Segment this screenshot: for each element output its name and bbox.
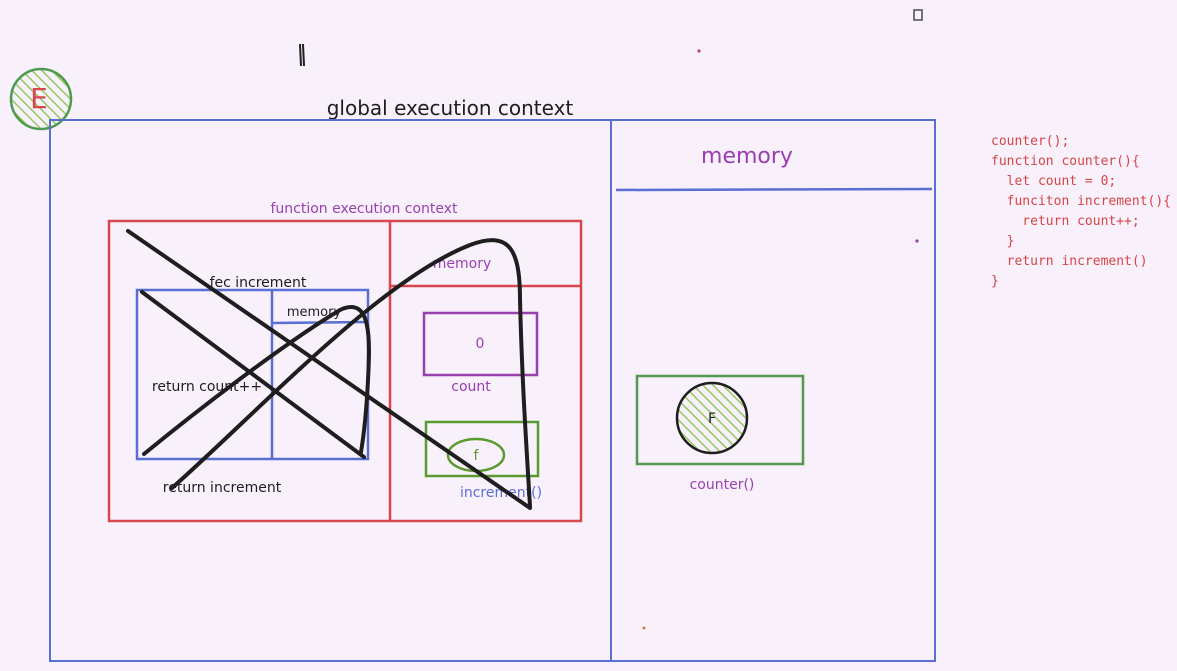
return-increment-text: return increment bbox=[163, 480, 282, 496]
counter-function-value: F bbox=[708, 411, 716, 427]
count-value: 0 bbox=[476, 336, 485, 352]
global-memory-title: memory bbox=[701, 144, 793, 169]
counter-label: counter() bbox=[690, 477, 755, 493]
code-snippet: counter(); function counter(){ let count … bbox=[991, 134, 1171, 289]
code-line: return increment() bbox=[991, 254, 1148, 269]
increment-label: increment() bbox=[460, 485, 542, 501]
code-line: function counter(){ bbox=[991, 154, 1140, 169]
count-label: count bbox=[451, 379, 491, 395]
counter-memory-box bbox=[635, 374, 805, 466]
global-context-title: global execution context bbox=[327, 96, 574, 120]
code-line: let count = 0; bbox=[991, 174, 1116, 189]
code-line: } bbox=[991, 234, 1014, 249]
strike-through-marks bbox=[126, 229, 532, 510]
code-line: funciton increment(){ bbox=[991, 194, 1171, 209]
function-memory-title: memory bbox=[433, 256, 492, 272]
e-badge: E bbox=[9, 67, 73, 131]
return-count-text: return count++ bbox=[152, 379, 262, 395]
e-badge-letter: E bbox=[30, 82, 48, 115]
count-memory-box bbox=[422, 311, 539, 377]
increment-function-value: f bbox=[474, 448, 480, 464]
function-context-frame bbox=[107, 219, 583, 523]
global-execution-context: global execution context memory F counte… bbox=[49, 96, 936, 662]
global-context-frame bbox=[49, 119, 936, 662]
code-line: counter(); bbox=[991, 134, 1069, 149]
function-execution-context: function execution context memory 0 coun… bbox=[107, 201, 583, 523]
counter-function-circle bbox=[675, 381, 749, 455]
code-line: return count++; bbox=[991, 214, 1140, 229]
function-context-title: function execution context bbox=[270, 201, 458, 217]
code-line: } bbox=[991, 274, 999, 289]
fec-increment-title: fec increment bbox=[210, 275, 307, 291]
stray-marks bbox=[299, 9, 923, 630]
global-memory-underline bbox=[615, 187, 933, 192]
